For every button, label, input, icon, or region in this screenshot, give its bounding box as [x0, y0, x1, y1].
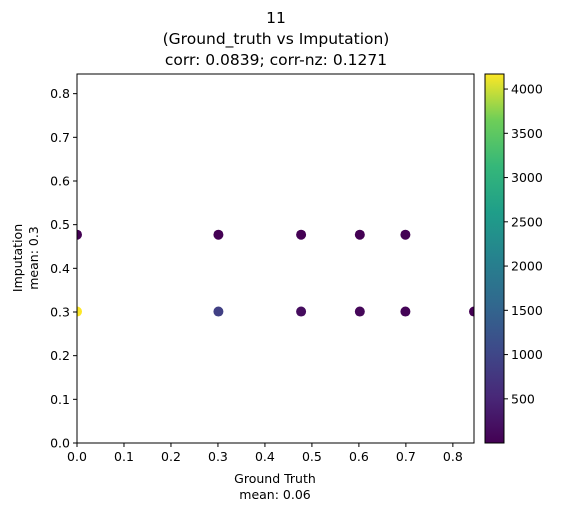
scatter-point [77, 306, 82, 317]
scatter-points [77, 229, 474, 317]
scatter-point [213, 306, 224, 317]
colorbar-tick-label: 3500 [511, 126, 543, 141]
scatter-point [296, 229, 307, 240]
scatter-point [77, 229, 82, 240]
scatter-point [296, 306, 307, 317]
title-line-1: 11 [266, 9, 286, 27]
chart-title: 11 (Ground_truth vs Imputation) corr: 0.… [163, 9, 390, 69]
colorbar-ticks: 500 1000 1500 2000 2500 3000 3500 4000 [504, 82, 543, 406]
scatter-point [400, 306, 411, 317]
x-axis-label-line-2: mean: 0.06 [239, 487, 311, 502]
x-tick-label: 0.3 [208, 449, 228, 464]
y-tick-label: 0.6 [50, 173, 70, 188]
title-line-3: corr: 0.0839; corr-nz: 0.1271 [165, 51, 387, 69]
colorbar-tick-label: 1000 [511, 347, 543, 362]
x-axis-ticks: 0.0 0.1 0.2 0.3 0.4 0.5 0.6 0.7 0.8 [67, 443, 463, 464]
colorbar [484, 73, 505, 444]
colorbar-tick-label: 2500 [511, 214, 543, 229]
colorbar-tick-label: 3000 [511, 170, 543, 185]
y-tick-label: 0.0 [50, 436, 70, 451]
y-axis-label: Imputation mean: 0.3 [10, 224, 41, 292]
colorbar-tick-label: 4000 [511, 82, 543, 97]
x-tick-label: 0.4 [255, 449, 275, 464]
y-axis-label-line-1: Imputation [10, 224, 25, 292]
x-axis-label-line-1: Ground Truth [234, 471, 316, 486]
title-line-2: (Ground_truth vs Imputation) [163, 30, 390, 49]
x-tick-label: 0.7 [396, 449, 416, 464]
y-tick-label: 0.4 [50, 261, 70, 276]
y-axis-label-line-2: mean: 0.3 [26, 226, 41, 290]
plot-frame [76, 73, 475, 444]
y-tick-label: 0.2 [50, 348, 70, 363]
y-tick-label: 0.5 [50, 217, 70, 232]
scatter-point [469, 306, 474, 317]
scatter-point [400, 229, 411, 240]
colorbar-tick-label: 2000 [511, 259, 543, 274]
colorbar-tick-label: 1500 [511, 303, 543, 318]
y-tick-label: 0.3 [50, 304, 70, 319]
x-axis-label: Ground Truth mean: 0.06 [234, 471, 316, 502]
y-axis-ticks: 0.0 0.1 0.2 0.3 0.4 0.5 0.6 0.7 0.8 [50, 86, 77, 451]
y-tick-label: 0.7 [50, 130, 70, 145]
x-tick-label: 0.0 [67, 449, 87, 464]
scatter-point [354, 306, 365, 317]
x-tick-label: 0.1 [114, 449, 134, 464]
colorbar-tick-label: 500 [511, 391, 535, 406]
scatter-point [213, 229, 224, 240]
scatter-point [354, 229, 365, 240]
y-tick-label: 0.1 [50, 392, 70, 407]
y-tick-label: 0.8 [50, 86, 70, 101]
x-tick-label: 0.8 [443, 449, 463, 464]
x-tick-label: 0.6 [349, 449, 369, 464]
x-tick-label: 0.5 [302, 449, 322, 464]
x-tick-label: 0.2 [161, 449, 181, 464]
